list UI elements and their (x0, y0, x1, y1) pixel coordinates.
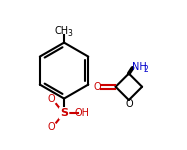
Text: 2: 2 (143, 65, 148, 74)
Text: O: O (48, 122, 55, 132)
Text: NH: NH (132, 62, 147, 72)
Text: O: O (125, 99, 133, 110)
Text: S: S (60, 108, 68, 118)
Text: OH: OH (75, 108, 90, 118)
Text: 3: 3 (67, 29, 72, 38)
Text: O: O (94, 82, 101, 92)
Text: CH: CH (55, 26, 69, 36)
Text: O: O (48, 94, 55, 104)
